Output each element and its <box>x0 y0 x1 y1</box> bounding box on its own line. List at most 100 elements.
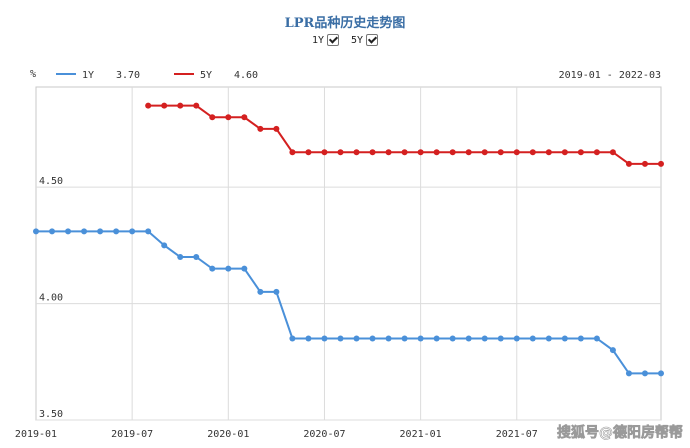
point-1y-21 <box>369 335 376 342</box>
toggle-1y-label: 1Y <box>311 34 324 46</box>
date-range: 2019-01 - 2022-03 <box>559 70 661 81</box>
point-5y-27 <box>465 149 472 156</box>
point-1y-24 <box>417 335 424 342</box>
point-1y-25 <box>433 335 440 342</box>
plot-area <box>35 86 662 421</box>
watermark-text: 搜狐号@德阳房帮帮 <box>557 424 683 441</box>
series-1y <box>33 228 664 377</box>
point-5y-15 <box>273 125 280 132</box>
point-5y-24 <box>417 149 424 156</box>
point-5y-31 <box>529 149 536 156</box>
point-1y-17 <box>305 335 312 342</box>
y-axis-unit: % <box>30 69 36 80</box>
point-5y-25 <box>433 149 440 156</box>
x-tick-label-1: 2019-07 <box>111 429 153 440</box>
point-5y-7 <box>145 102 152 109</box>
point-5y-21 <box>369 149 376 156</box>
point-5y-17 <box>305 149 312 156</box>
point-1y-34 <box>577 335 584 342</box>
point-5y-8 <box>161 102 168 109</box>
point-1y-31 <box>529 335 536 342</box>
toggle-1y[interactable]: 1Y <box>312 34 339 46</box>
point-1y-16 <box>289 335 296 342</box>
point-1y-11 <box>209 265 216 272</box>
series-toggles: 1Y 5Y <box>0 34 690 46</box>
toggle-5y[interactable]: 5Y <box>351 34 379 46</box>
x-tick-label-3: 2020-07 <box>303 429 345 440</box>
point-1y-10 <box>193 253 200 260</box>
y-tick-label-1: 4.00 <box>39 293 63 304</box>
x-tick-label-5: 2021-07 <box>496 429 538 440</box>
point-5y-9 <box>177 102 184 109</box>
point-1y-2 <box>65 228 72 235</box>
point-5y-19 <box>337 149 344 156</box>
point-1y-26 <box>449 335 456 342</box>
point-1y-37 <box>625 370 632 377</box>
point-1y-18 <box>321 335 328 342</box>
point-1y-30 <box>513 335 520 342</box>
point-5y-38 <box>641 160 648 167</box>
point-5y-22 <box>385 149 392 156</box>
point-1y-0 <box>33 228 39 235</box>
point-5y-30 <box>513 149 520 156</box>
series-line-1y <box>36 230 661 375</box>
toggle-5y-label: 5Y <box>351 34 364 46</box>
point-1y-39 <box>658 370 664 377</box>
point-1y-29 <box>497 335 504 342</box>
point-5y-37 <box>625 160 632 167</box>
chart-title: LPR品种历史走势图 <box>284 16 406 31</box>
point-5y-29 <box>497 149 504 156</box>
legend-label-1y: 1Y <box>82 70 94 81</box>
point-1y-14 <box>257 288 264 295</box>
y-tick-label-0: 3.50 <box>39 409 63 420</box>
point-1y-15 <box>273 288 280 295</box>
point-5y-39 <box>658 160 664 167</box>
point-5y-11 <box>209 114 216 121</box>
x-tick-label-2: 2020-01 <box>207 429 249 440</box>
legend-label-5y: 5Y <box>200 70 212 81</box>
point-5y-10 <box>193 102 200 109</box>
point-1y-13 <box>241 265 248 272</box>
point-1y-20 <box>353 335 360 342</box>
point-1y-3 <box>81 228 88 235</box>
toggle-1y-checkbox[interactable] <box>326 34 339 46</box>
point-5y-34 <box>577 149 584 156</box>
series-5y <box>145 102 664 167</box>
point-1y-4 <box>97 228 104 235</box>
legend-value-5y: 4.60 <box>234 70 258 81</box>
point-1y-28 <box>481 335 488 342</box>
point-1y-6 <box>129 228 136 235</box>
point-1y-5 <box>113 228 120 235</box>
point-5y-18 <box>321 149 328 156</box>
x-tick-label-4: 2021-01 <box>400 429 442 440</box>
point-5y-33 <box>561 149 568 156</box>
point-5y-28 <box>481 149 488 156</box>
point-1y-33 <box>561 335 568 342</box>
point-5y-23 <box>401 149 408 156</box>
point-5y-26 <box>449 149 456 156</box>
point-1y-36 <box>609 347 616 354</box>
point-5y-12 <box>225 114 232 121</box>
point-5y-35 <box>593 149 600 156</box>
point-5y-36 <box>609 149 616 156</box>
point-1y-8 <box>161 242 168 249</box>
point-1y-32 <box>545 335 552 342</box>
point-5y-13 <box>241 114 248 121</box>
point-1y-19 <box>337 335 344 342</box>
point-1y-1 <box>49 228 56 235</box>
point-1y-23 <box>401 335 408 342</box>
point-5y-14 <box>257 125 264 132</box>
y-tick-label-2: 4.50 <box>39 176 63 187</box>
legend-value-1y: 3.70 <box>116 70 140 81</box>
x-tick-label-0: 2019-01 <box>15 429 57 440</box>
point-1y-9 <box>177 253 184 260</box>
toggle-5y-checkbox[interactable] <box>366 34 379 46</box>
point-1y-35 <box>593 335 600 342</box>
point-5y-16 <box>289 149 296 156</box>
point-1y-12 <box>225 265 232 272</box>
point-1y-7 <box>145 228 152 235</box>
point-1y-38 <box>641 370 648 377</box>
point-5y-32 <box>545 149 552 156</box>
point-5y-20 <box>353 149 360 156</box>
